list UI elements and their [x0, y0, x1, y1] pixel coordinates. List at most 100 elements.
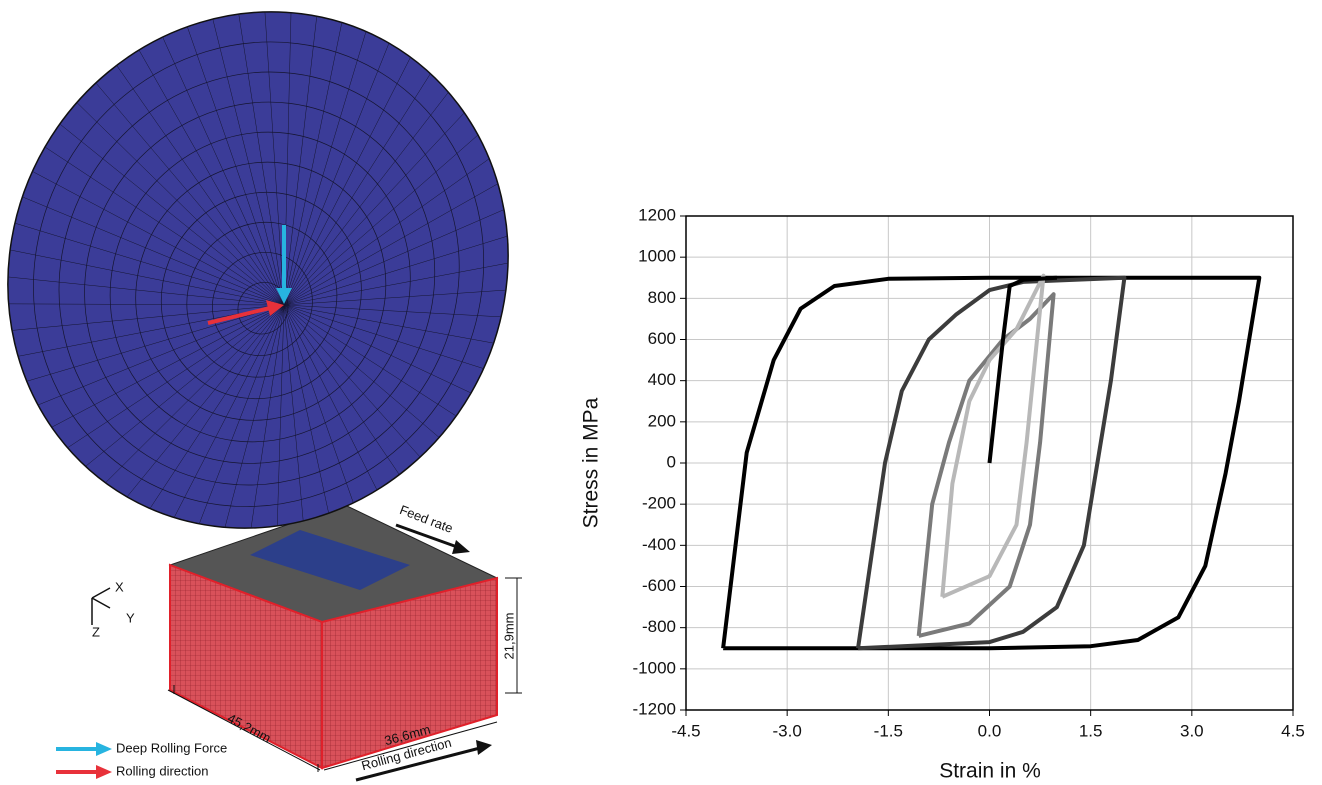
direction-arrow-head [266, 300, 284, 316]
disc-mesh-spoke [149, 304, 285, 509]
disc-mesh-spoke [283, 289, 506, 306]
disc-mesh-spoke [8, 303, 285, 306]
disc-mesh-spoke [283, 304, 421, 458]
disc-mesh-spoke [11, 304, 285, 331]
x-tick-label: 0.0 [978, 721, 1002, 740]
y-tick-label: 600 [648, 329, 676, 348]
feed-arrow-head [452, 540, 470, 554]
legend: Deep Rolling Force Rolling direction [56, 740, 227, 779]
y-tick-label: -1200 [633, 699, 676, 718]
disc-mesh-spoke [116, 65, 285, 306]
legend-arrow-head [96, 742, 112, 756]
x-axis-title: Strain in % [939, 760, 1041, 783]
x-tick-label: -1.5 [874, 721, 903, 740]
hysteresis-curve [721, 275, 1262, 651]
disc-mesh-spoke [283, 304, 304, 521]
disc-mesh-spoke [105, 304, 285, 483]
disc-mesh-ring [58, 71, 460, 486]
disc-mesh-spoke [126, 304, 285, 498]
disc-mesh-ring [33, 41, 484, 507]
disc-mesh-spoke [32, 171, 285, 306]
rolling-arrow-head [476, 740, 492, 755]
disc-mesh-spoke [250, 304, 285, 529]
disc-mesh-spoke [283, 304, 472, 394]
rolling-disc [7, 11, 509, 529]
disc-mesh-spoke [187, 26, 285, 306]
y-tick-label: 800 [648, 288, 676, 307]
y-tick-label: -400 [642, 535, 676, 554]
x-tick-label: 3.0 [1180, 721, 1204, 740]
disc-mesh-spoke [212, 19, 285, 306]
disc-mesh-spoke [264, 11, 285, 306]
disc-mesh-spoke [199, 304, 285, 524]
axis-y-label: Y [126, 610, 135, 625]
disc-mesh-spoke [44, 146, 285, 306]
x-tick-label: -4.5 [671, 721, 700, 740]
axis-z-label: Z [92, 624, 100, 639]
disc-mesh-spoke [283, 183, 499, 306]
disc-mesh-ring [237, 282, 289, 335]
x-tick-label: -3.0 [773, 721, 802, 740]
x-tick-label: 4.5 [1281, 721, 1305, 740]
chart: Strain in % Stress in MPa -1200 -1000 -800… [580, 205, 1305, 782]
disc-mesh-spoke [283, 57, 411, 306]
disc-mesh-spoke [283, 31, 367, 306]
disc-mesh-spoke [283, 304, 457, 417]
disc-mesh-spoke [283, 134, 479, 306]
disc-mesh-spoke [283, 16, 318, 306]
disc-mesh-spoke [283, 304, 378, 491]
disc-mesh-spoke [283, 235, 508, 306]
disc-mesh-spoke [283, 262, 509, 306]
length-dimension [167, 685, 321, 772]
disc-mesh-spoke [283, 304, 354, 503]
disc-mesh-spoke [10, 249, 285, 306]
disc-mesh-spoke [283, 304, 440, 438]
disc-mesh-spoke [283, 158, 490, 306]
disc-mesh-ring [109, 131, 411, 443]
disc-mesh-spoke [283, 92, 449, 306]
rolling-zone [250, 530, 410, 590]
feed-arrow [395, 523, 461, 550]
y-tick-label: 400 [648, 370, 676, 389]
hysteresis-curve [987, 275, 1058, 464]
y-tick-label: -600 [642, 576, 676, 595]
width-dimension [323, 721, 498, 771]
disc-mesh-ring [160, 191, 362, 400]
disc-mesh-spoke [51, 304, 285, 428]
hysteresis-curve [940, 273, 1046, 599]
disc-mesh-spoke [7, 276, 285, 306]
legend-label: Deep Rolling Force [116, 740, 227, 755]
disc-mesh-spoke [76, 102, 285, 306]
disc-mesh-spoke [59, 123, 285, 306]
y-tick-label: -200 [642, 494, 676, 513]
y-tick-label: 1000 [638, 247, 676, 266]
axis-x-label: X [115, 579, 124, 594]
y-axis-title: Stress in MPa [580, 397, 603, 528]
legend-arrow-head [96, 765, 112, 779]
y-tick-label: -1000 [633, 658, 676, 677]
disc-mesh-spoke [283, 304, 484, 369]
disc-mesh-spoke [22, 196, 285, 306]
disc-mesh-spoke [283, 43, 390, 306]
disc-mesh-spoke [138, 49, 285, 306]
rolling-arrow [355, 746, 481, 782]
disc-mesh-spoke [95, 82, 285, 306]
legend-label: Rolling direction [116, 763, 209, 778]
disc-mesh-spoke [85, 304, 285, 467]
disc-mesh-spoke [224, 304, 285, 528]
x-tick-label: 1.5 [1079, 721, 1103, 740]
disc-mesh-spoke [283, 209, 505, 306]
disc-mesh-spoke [173, 304, 285, 518]
disc-mesh-spoke [37, 304, 285, 406]
disc-mesh-spoke [283, 304, 329, 514]
disc-mesh-spoke [162, 37, 285, 306]
fe-model: Feed rate X Y Z 21,9mm 45,2mm 36,6mm Rol… [7, 11, 522, 782]
workpiece-right [321, 576, 498, 770]
height-label: 21,9mm [501, 613, 516, 660]
disc-mesh-spoke [283, 304, 502, 318]
disc-mesh-spoke [14, 222, 285, 306]
disc-mesh-spoke [283, 112, 465, 306]
disc-mesh-spoke [283, 304, 400, 475]
plot-frame [685, 215, 1294, 711]
